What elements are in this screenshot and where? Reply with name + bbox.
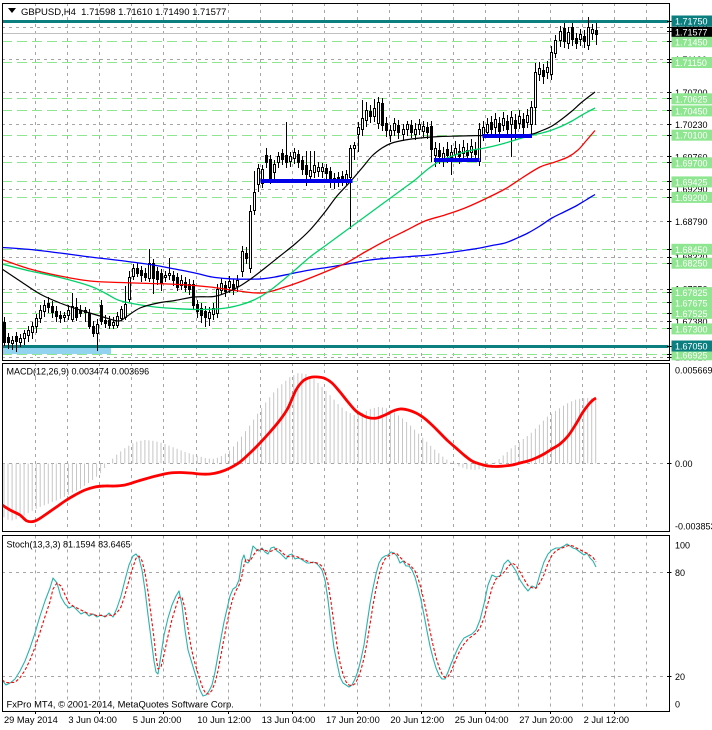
svg-text:1.71577: 1.71577 <box>675 27 708 37</box>
svg-text:1.69200: 1.69200 <box>675 193 708 203</box>
svg-text:MACD(12,26,9) 0.003474 0.00369: MACD(12,26,9) 0.003474 0.003696 <box>7 367 150 377</box>
svg-text:0.005669: 0.005669 <box>675 366 712 376</box>
svg-text:1.69290: 1.69290 <box>675 185 708 195</box>
svg-text:13 Jun 04:00: 13 Jun 04:00 <box>262 715 316 725</box>
svg-text:FxPro MT4, © 2001-2014, MetaQu: FxPro MT4, © 2001-2014, MetaQuotes Softw… <box>7 699 234 710</box>
svg-text:27 Jun 20:00: 27 Jun 20:00 <box>519 715 573 725</box>
svg-text:0: 0 <box>675 700 680 710</box>
svg-text:1.71450: 1.71450 <box>675 37 708 47</box>
svg-text:100: 100 <box>675 541 690 551</box>
svg-text:GBPUSD,H4 1.71598 1.71610 1.7: GBPUSD,H4 1.71598 1.71610 1.71490 1.7157… <box>21 7 226 18</box>
svg-text:1.71750: 1.71750 <box>675 17 708 27</box>
svg-text:29 May 2014: 29 May 2014 <box>4 715 58 725</box>
svg-text:1.67825: 1.67825 <box>675 288 708 298</box>
svg-text:10 Jun 12:00: 10 Jun 12:00 <box>197 715 251 725</box>
svg-text:1.67380: 1.67380 <box>675 317 708 327</box>
svg-text:1.69700: 1.69700 <box>675 158 708 168</box>
svg-text:0.00: 0.00 <box>675 459 693 469</box>
svg-text:20: 20 <box>675 672 685 682</box>
svg-text:1.66925: 1.66925 <box>675 350 708 360</box>
svg-text:1.67050: 1.67050 <box>675 342 708 352</box>
svg-text:1.67300: 1.67300 <box>675 324 708 334</box>
svg-text:1.68250: 1.68250 <box>675 259 708 269</box>
svg-text:1.70700: 1.70700 <box>675 88 708 98</box>
svg-text:17 Jun 20:00: 17 Jun 20:00 <box>326 715 380 725</box>
svg-text:Stoch(13,3,3) 81.1594 83.6465: Stoch(13,3,3) 81.1594 83.6465 <box>7 540 131 550</box>
svg-text:20 Jun 12:00: 20 Jun 12:00 <box>390 715 444 725</box>
svg-text:3 Jun 04:00: 3 Jun 04:00 <box>68 715 117 725</box>
svg-text:1.68450: 1.68450 <box>675 245 708 255</box>
svg-text:1.70625: 1.70625 <box>675 94 708 104</box>
svg-text:1.68790: 1.68790 <box>675 217 708 227</box>
svg-text:25 Jun 04:00: 25 Jun 04:00 <box>455 715 509 725</box>
svg-text:2 Jul 12:00: 2 Jul 12:00 <box>584 715 630 725</box>
svg-text:1.69425: 1.69425 <box>675 177 708 187</box>
svg-text:1.67525: 1.67525 <box>675 309 708 319</box>
svg-text:-0.003853: -0.003853 <box>675 522 712 532</box>
svg-text:80: 80 <box>675 568 685 578</box>
svg-text:1.70450: 1.70450 <box>675 106 708 116</box>
svg-text:1.70100: 1.70100 <box>675 131 708 141</box>
svg-text:5 Jun 20:00: 5 Jun 20:00 <box>133 715 182 725</box>
svg-text:1.67675: 1.67675 <box>675 298 708 308</box>
svg-text:1.68320: 1.68320 <box>675 253 708 263</box>
svg-text:1.70230: 1.70230 <box>675 120 708 130</box>
svg-text:1.71150: 1.71150 <box>675 58 707 68</box>
